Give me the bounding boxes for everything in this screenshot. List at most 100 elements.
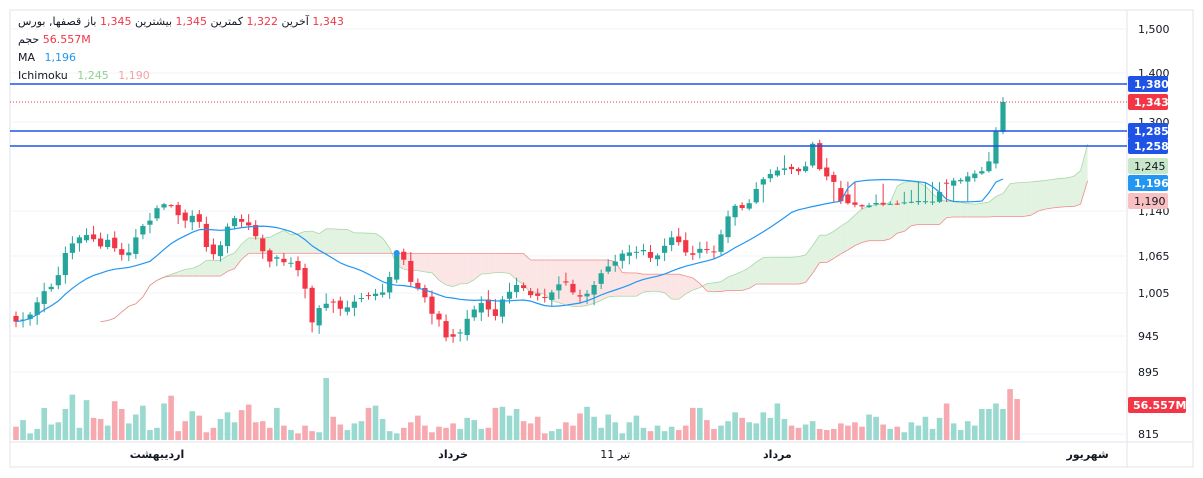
volume-bar [196, 415, 203, 440]
volume-bar [330, 416, 337, 440]
cloud-span-a [178, 269, 186, 273]
cloud-segment [558, 260, 566, 306]
candle-body [98, 238, 104, 247]
cloud-span-b [812, 262, 821, 274]
cloud-segment [269, 233, 277, 254]
candle-body [824, 167, 830, 177]
cloud-span-a [967, 203, 975, 205]
volume-bar [245, 404, 252, 440]
candle-body [633, 251, 639, 253]
volume-bar [711, 428, 717, 440]
candle-body [302, 268, 308, 289]
candle-body [944, 182, 950, 184]
cloud-segment [1010, 182, 1018, 217]
cloud-segment [453, 253, 461, 287]
volume-bar [887, 428, 893, 440]
volume-bar [936, 417, 943, 440]
ichimoku-red-badge-bg [1128, 193, 1168, 209]
support-1258-badge-bg [1128, 138, 1168, 154]
x-tick-label: 11 تیر [600, 448, 630, 461]
candle-body [732, 205, 738, 218]
cloud-segment [939, 199, 947, 225]
cloud-segment [544, 260, 552, 301]
cloud-segment [995, 193, 1003, 217]
volume-bar [140, 405, 146, 440]
candle-body [704, 249, 710, 251]
volume-bar [943, 403, 950, 440]
cloud-segment [953, 201, 961, 217]
cloud-segment [227, 253, 235, 272]
candle-body [203, 223, 209, 247]
volume-bar [605, 414, 611, 440]
cloud-segment [375, 233, 383, 254]
cloud-segment [481, 253, 489, 275]
cloud-segment [1024, 181, 1032, 217]
resistance-1380-badge-bg [1128, 76, 1168, 92]
y-tick-label: 815 [1138, 428, 1159, 441]
volume-bar [513, 409, 520, 440]
cloud-span-b [889, 232, 898, 240]
volume-bar [972, 425, 978, 440]
candle-body [640, 250, 647, 252]
candle-body [591, 284, 597, 295]
cloud-segment [1066, 176, 1074, 207]
volume-bar [718, 425, 724, 440]
candle-body [217, 245, 224, 257]
volume-bar [365, 407, 372, 440]
cloud-segment [897, 182, 905, 234]
candle-body [753, 189, 759, 203]
volume-bar [76, 427, 83, 440]
cloud-span-a [1009, 182, 1018, 185]
volume-bar [915, 425, 922, 440]
ichimoku-green-badge: 1,245 [1134, 160, 1166, 173]
candle-body [330, 301, 336, 303]
cloud-segment [319, 228, 327, 254]
volume-bar [147, 430, 153, 440]
cloud-span-b [742, 287, 750, 291]
cloud-span-b [135, 296, 144, 305]
horizontal-lines[interactable] [10, 83, 1127, 147]
candle-body [182, 212, 188, 221]
legend-open-value: 1,345 [100, 15, 132, 28]
volume-bar [922, 416, 929, 440]
cloud-span-b [608, 259, 616, 262]
volume-bar [252, 422, 259, 440]
candle-body [647, 251, 654, 258]
resistance-1285-badge-bg [1128, 123, 1168, 139]
cloud-span-a [333, 228, 341, 230]
volume-bar [873, 416, 879, 440]
cloud-span-a [276, 229, 285, 235]
volume-bar [126, 423, 132, 440]
volume-bar [556, 428, 562, 440]
volume-bar [48, 424, 55, 440]
legend-high-value: 1,345 [175, 15, 208, 28]
legend-high-label: بیشترین [135, 15, 173, 28]
candles [13, 97, 1006, 343]
cloud-segment [960, 202, 968, 217]
candle-body [795, 168, 802, 172]
candle-body [436, 313, 442, 320]
candle-body [415, 282, 421, 289]
cloud-segment [664, 274, 672, 300]
cloud-segment [312, 231, 320, 254]
cloud-span-b [1024, 214, 1032, 217]
cloud-span-a [269, 233, 278, 238]
candle-body [231, 218, 238, 227]
volume-bar [732, 412, 738, 440]
volume-bar [69, 394, 76, 440]
candle-body [542, 297, 548, 299]
cloud-span-a [960, 202, 968, 204]
candle-body [323, 303, 329, 309]
volume-bar [281, 425, 287, 440]
cloud-span-a [551, 300, 559, 304]
cloud-segment [1073, 170, 1081, 207]
cloud-span-a [473, 273, 482, 281]
cloud-span-a [227, 252, 235, 257]
cloud-span-a [720, 276, 729, 282]
cloud-span-a [798, 254, 806, 258]
candle-body [894, 203, 900, 205]
cloud-segment [1080, 144, 1088, 205]
cloud-segment [502, 253, 510, 274]
